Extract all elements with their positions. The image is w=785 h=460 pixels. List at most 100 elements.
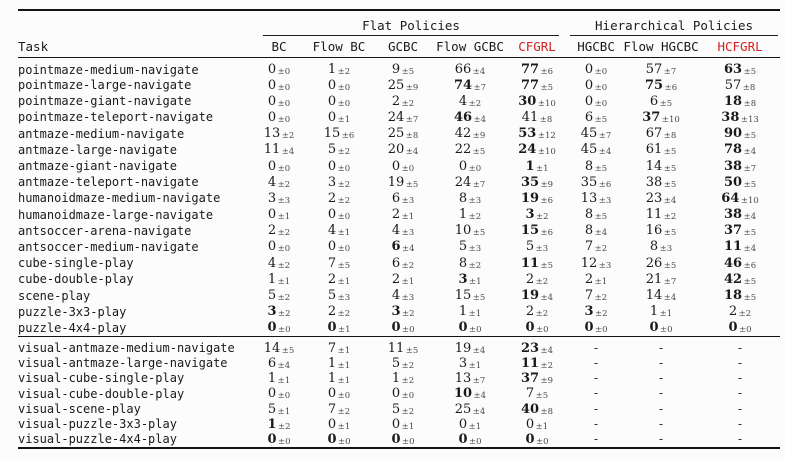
score-cell: 25 ±8: [370, 126, 436, 142]
no-result-dash: -: [738, 355, 743, 370]
score-value: 0: [327, 386, 337, 402]
score-stderr: ±4: [540, 345, 554, 356]
score-cell: 0 ±0: [250, 320, 308, 336]
score-value: 10: [454, 223, 472, 239]
task-name: puzzle-4x4-play: [18, 320, 127, 335]
score-cell: 0 ±0: [370, 432, 436, 448]
results-table: Flat Policies Hierarchical Policies Task…: [18, 9, 781, 449]
score-value: 2: [525, 271, 535, 287]
score-cell: 11 ±4: [250, 142, 308, 158]
score-cell: 3 ±2: [308, 174, 370, 190]
score-stderr: ±2: [535, 309, 549, 320]
score-cell: -: [700, 417, 780, 432]
score-stderr: ±2: [401, 406, 415, 417]
score-cell: 20 ±4: [370, 142, 436, 158]
score-value: 0: [267, 93, 277, 109]
task-name: antmaze-large-navigate: [18, 142, 177, 157]
score-value: 0: [267, 77, 277, 93]
score-cell: 9 ±5: [370, 58, 436, 77]
score-stderr: ±0: [536, 436, 549, 447]
score-cell: 45 ±7: [570, 126, 622, 142]
score-stderr: ±5: [594, 163, 608, 174]
score-cell: 1 ±1: [504, 158, 570, 174]
score-value-best: 0: [391, 431, 401, 447]
score-value: 3: [267, 190, 277, 206]
score-value: 4: [267, 255, 277, 271]
score-stderr: ±2: [663, 212, 677, 223]
no-result-dash: -: [594, 355, 599, 370]
score-cell: 5 ±3: [436, 239, 504, 255]
score-cell: 1 ±1: [308, 371, 370, 386]
score-stderr: ±0: [277, 391, 291, 402]
score-stderr: ±2: [278, 309, 291, 320]
score-stderr: ±5: [659, 98, 673, 109]
column-header-hcfgrl: HCFGRL: [700, 36, 781, 58]
score-cell: 0 ±0: [370, 320, 436, 336]
score-cell: 2 ±2: [370, 93, 436, 109]
task-name: visual-puzzle-3x3-play: [18, 417, 177, 432]
no-result-dash: -: [594, 386, 599, 401]
no-result-dash: -: [594, 431, 599, 446]
score-stderr: ±3: [277, 195, 291, 206]
score-cell: 3 ±2: [570, 304, 622, 320]
score-value: 1: [327, 370, 337, 386]
score-stderr: ±7: [472, 375, 486, 386]
score-cell: 15 ±6: [504, 223, 570, 239]
score-value-best: 38: [721, 109, 740, 125]
group-flat-policies: Flat Policies: [250, 10, 570, 36]
task-name: cube-double-play: [18, 272, 134, 287]
score-cell: 0 ±0: [504, 432, 570, 448]
score-cell: 11 ±2: [622, 207, 700, 223]
score-value-best: 50: [723, 174, 743, 190]
score-value: 5: [267, 288, 277, 304]
score-stderr: ±4: [472, 406, 486, 417]
score-cell: 4 ±3: [370, 223, 436, 239]
no-result-dash: -: [738, 401, 743, 416]
score-cell: 35 ±6: [570, 174, 622, 190]
score-value-best: 64: [721, 190, 740, 206]
score-cell: -: [622, 432, 700, 448]
score-stderr: ±2: [401, 375, 415, 386]
score-stderr: ±0: [337, 391, 351, 402]
score-stderr: ±4: [663, 293, 677, 304]
score-value-best: 0: [525, 431, 535, 447]
score-value: 12: [580, 255, 598, 271]
no-result-dash: -: [659, 431, 664, 446]
score-cell: 6 ±5: [570, 109, 622, 125]
score-value: 11: [387, 340, 405, 356]
score-stderr: ±7: [663, 67, 677, 77]
score-stderr: ±5: [405, 345, 419, 356]
score-stderr: ±1: [337, 360, 351, 371]
score-cell: 2 ±1: [370, 207, 436, 223]
score-stderr: ±0: [337, 82, 351, 93]
score-value: 0: [267, 109, 277, 125]
score-value: 57: [645, 62, 663, 77]
score-stderr: ±1: [277, 406, 291, 417]
score-value-best: 0: [728, 320, 738, 336]
score-cell: 5 ±2: [250, 287, 308, 303]
score-value-best: 3: [267, 304, 277, 320]
score-value: 4: [391, 223, 401, 239]
score-stderr: ±0: [337, 163, 351, 174]
score-cell: 4 ±2: [250, 174, 308, 190]
score-value-best: 42: [723, 271, 743, 287]
score-value-best: 46: [453, 109, 473, 125]
score-value: 0: [267, 62, 277, 77]
score-stderr: ±0: [739, 325, 752, 336]
score-cell: -: [622, 386, 700, 401]
score-stderr: ±0: [278, 436, 291, 447]
visual-tasks-section: visual-antmaze-medium-navigate 14 ±5 7 ±1 11 ±…: [18, 335, 781, 448]
score-cell: 38 ±13: [700, 109, 780, 125]
task-name: antmaze-medium-navigate: [18, 126, 185, 141]
score-cell: 0 ±1: [308, 417, 370, 432]
no-result-dash: -: [738, 431, 743, 446]
score-value: 7: [327, 340, 337, 356]
score-stderr: ±2: [401, 360, 415, 371]
score-value-best: 75: [644, 77, 664, 93]
score-cell: 5 ±1: [250, 401, 308, 417]
score-stderr: ±7: [598, 131, 612, 142]
score-cell: 25 ±9: [370, 77, 436, 93]
score-cell: 2 ±2: [250, 223, 308, 239]
score-stderr: ±5: [401, 67, 415, 77]
score-cell: 57 ±7: [622, 58, 700, 77]
